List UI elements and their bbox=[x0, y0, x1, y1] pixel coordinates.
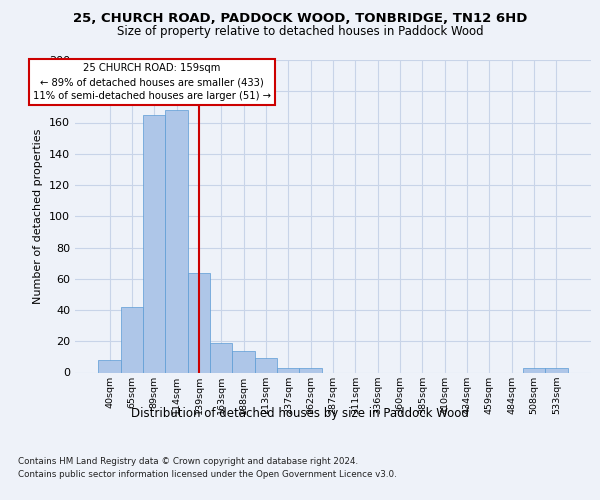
Text: 25, CHURCH ROAD, PADDOCK WOOD, TONBRIDGE, TN12 6HD: 25, CHURCH ROAD, PADDOCK WOOD, TONBRIDGE… bbox=[73, 12, 527, 26]
Text: Contains public sector information licensed under the Open Government Licence v3: Contains public sector information licen… bbox=[18, 470, 397, 479]
Bar bbox=[188, 272, 210, 372]
Bar bbox=[255, 358, 277, 372]
Bar bbox=[98, 360, 121, 372]
Bar bbox=[143, 114, 166, 372]
Bar bbox=[545, 368, 568, 372]
Y-axis label: Number of detached properties: Number of detached properties bbox=[34, 128, 43, 304]
Text: Contains HM Land Registry data © Crown copyright and database right 2024.: Contains HM Land Registry data © Crown c… bbox=[18, 458, 358, 466]
Bar bbox=[166, 110, 188, 372]
Bar bbox=[277, 368, 299, 372]
Text: 25 CHURCH ROAD: 159sqm
← 89% of detached houses are smaller (433)
11% of semi-de: 25 CHURCH ROAD: 159sqm ← 89% of detached… bbox=[33, 63, 271, 101]
Bar bbox=[299, 368, 322, 372]
Text: Size of property relative to detached houses in Paddock Wood: Size of property relative to detached ho… bbox=[116, 25, 484, 38]
Text: Distribution of detached houses by size in Paddock Wood: Distribution of detached houses by size … bbox=[131, 408, 469, 420]
Bar bbox=[121, 307, 143, 372]
Bar bbox=[523, 368, 545, 372]
Bar bbox=[232, 350, 255, 372]
Bar bbox=[210, 343, 232, 372]
